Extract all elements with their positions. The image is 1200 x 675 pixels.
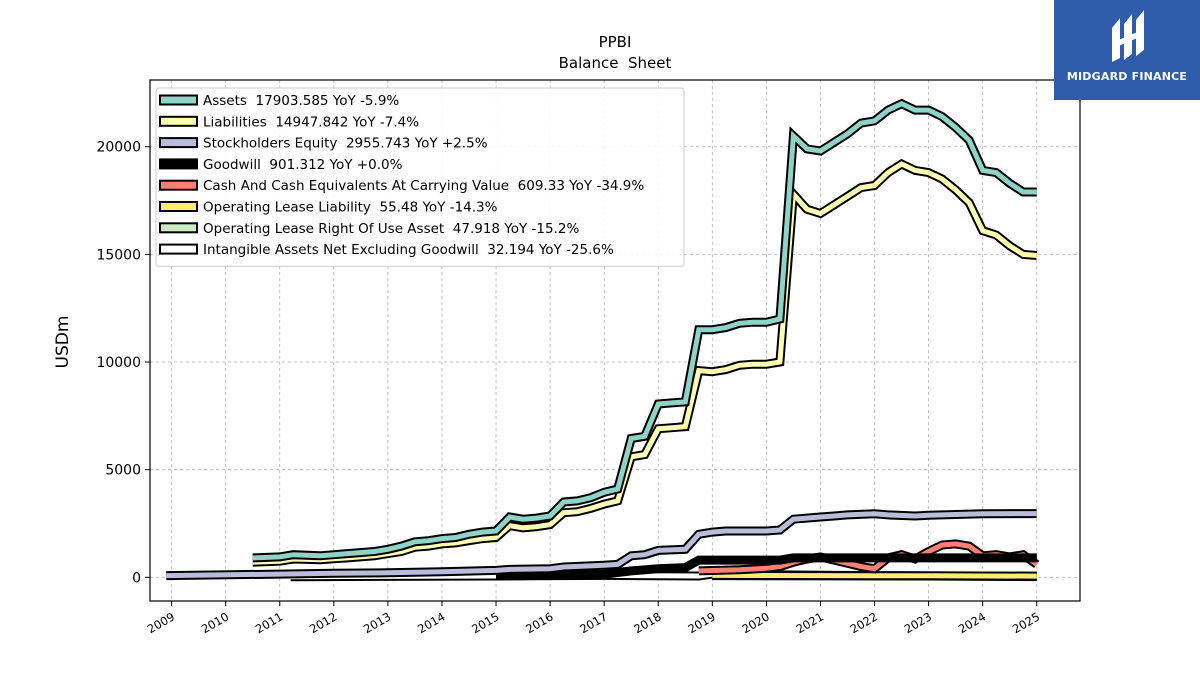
legend-swatch: [159, 137, 198, 149]
chart-subtitle: Balance Sheet: [559, 54, 672, 72]
series-line-goodwill: [495, 555, 1037, 579]
legend-swatch: [159, 222, 198, 234]
x-tick-label: 2014: [415, 609, 447, 636]
x-tick-label: 2024: [956, 609, 988, 636]
x-tick-label: 2020: [740, 609, 772, 636]
legend-swatch: [159, 158, 198, 170]
series-line-operating-lease-liability: [712, 572, 1037, 579]
legend-entry-label: Liabilities 14947.842 YoY -7.4%: [203, 114, 419, 130]
legend-entry-label: Operating Lease Liability 55.48 YoY -14.…: [203, 200, 498, 216]
x-tick-label: 2012: [307, 609, 339, 636]
legend-swatch: [159, 243, 198, 255]
plot-frame: [149, 79, 1081, 602]
y-tick-label: 15000: [96, 247, 141, 263]
x-tick-label: 2019: [685, 609, 717, 636]
x-tick-label: 2025: [1010, 609, 1042, 636]
brand-logo: MIDGARD FINANCE: [1054, 0, 1200, 100]
brand-name: MIDGARD FINANCE: [1066, 70, 1188, 83]
x-tick-label: 2022: [848, 609, 880, 636]
legend-entry-label: Intangible Assets Net Excluding Goodwill…: [203, 242, 614, 258]
x-tick-label: 2016: [523, 609, 555, 636]
x-tick-label: 2009: [145, 609, 177, 636]
chart-title: PPBI: [599, 33, 632, 51]
y-tick-label: 20000: [96, 140, 141, 156]
y-tick-label: 0: [132, 570, 141, 586]
legend-swatch: [159, 94, 198, 106]
x-tick-label: 2023: [902, 609, 934, 636]
legend-box: [155, 87, 685, 267]
x-tick-label: 2017: [577, 609, 609, 636]
legend-entry-label: Cash And Cash Equivalents At Carrying Va…: [203, 178, 644, 194]
x-tick-label: 2013: [361, 609, 393, 636]
x-tick-label: 2015: [469, 609, 501, 636]
y-tick-label: 10000: [96, 355, 141, 371]
series-line-liabilities: [252, 161, 1037, 565]
legend-swatch: [159, 179, 198, 191]
x-tick-label: 2021: [794, 609, 826, 636]
legend-entry-label: Operating Lease Right Of Use Asset 47.91…: [203, 221, 579, 237]
y-tick-label: 5000: [105, 463, 141, 479]
legend-entry-label: Goodwill 901.312 YoY +0.0%: [203, 157, 403, 173]
series-line-stockholders-equity: [166, 511, 1037, 579]
x-tick-label: 2010: [199, 609, 231, 636]
legend-swatch: [159, 201, 198, 212]
series-line-assets: [252, 100, 1037, 561]
x-tick-label: 2011: [253, 609, 285, 636]
brand-mark-icon: [1112, 10, 1144, 62]
y-axis-label: USDm: [53, 316, 73, 369]
legend-swatch: [159, 115, 198, 127]
legend-entry-label: Assets 17903.585 YoY -5.9%: [203, 93, 399, 109]
legend-entry-label: Stockholders Equity 2955.743 YoY +2.5%: [203, 136, 488, 152]
x-tick-label: 2018: [631, 609, 663, 636]
